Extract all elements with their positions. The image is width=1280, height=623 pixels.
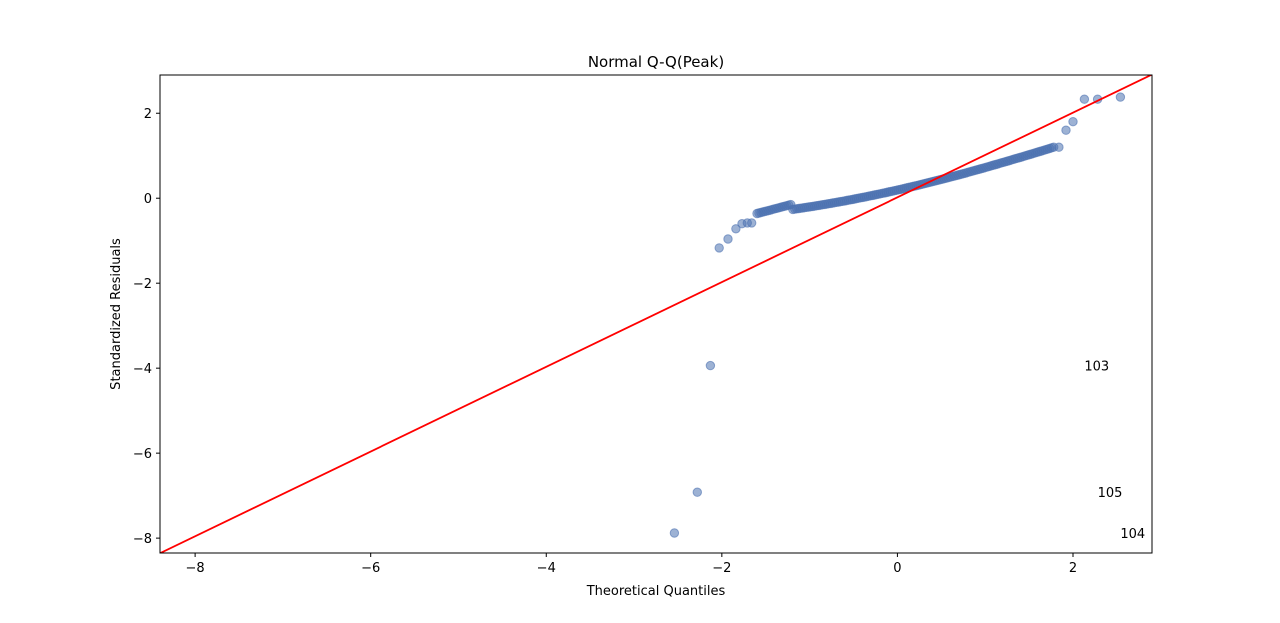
data-point <box>692 487 702 497</box>
y-axis-ticks: −8 −6 −4 −2 0 2 <box>133 107 160 547</box>
x-tick-label: −6 <box>361 561 380 576</box>
annotation-group: 103 105 104 <box>1084 360 1145 542</box>
data-point <box>669 528 680 538</box>
data-point <box>747 218 757 228</box>
y-tick-label: −4 <box>133 362 152 377</box>
y-tick-label: 2 <box>144 107 152 122</box>
data-point <box>731 224 741 234</box>
outlier-label: 103 <box>1084 360 1109 375</box>
y-axis-label: Standardized Residuals <box>109 238 124 390</box>
x-tick-label: −2 <box>712 561 731 576</box>
data-point <box>705 360 716 371</box>
reference-line-group <box>160 75 1152 553</box>
x-tick-label: 0 <box>893 561 901 576</box>
data-point <box>1054 142 1064 152</box>
x-axis-ticks: −8 −6 −4 −2 0 2 <box>186 553 1077 576</box>
y-tick-label: 0 <box>144 192 152 207</box>
outlier-label: 105 <box>1098 486 1123 501</box>
x-axis-label: Theoretical Quantiles <box>586 584 726 599</box>
y-tick-label: −8 <box>133 532 152 547</box>
data-point <box>1061 125 1071 135</box>
data-point <box>714 243 724 253</box>
x-tick-label: −8 <box>186 561 205 576</box>
y-tick-label: −6 <box>133 447 152 462</box>
outlier-label: 104 <box>1120 527 1145 542</box>
reference-line <box>160 75 1152 553</box>
data-point <box>723 234 733 244</box>
plot-frame <box>159 74 1153 554</box>
x-tick-label: −4 <box>537 561 556 576</box>
y-tick-label: −2 <box>133 277 152 292</box>
data-point <box>1068 117 1078 127</box>
data-marks <box>669 92 1126 538</box>
data-point <box>1079 94 1090 104</box>
data-point <box>1115 92 1126 102</box>
x-tick-label: 2 <box>1069 561 1077 576</box>
chart-title: Normal Q-Q(Peak) <box>588 53 724 71</box>
